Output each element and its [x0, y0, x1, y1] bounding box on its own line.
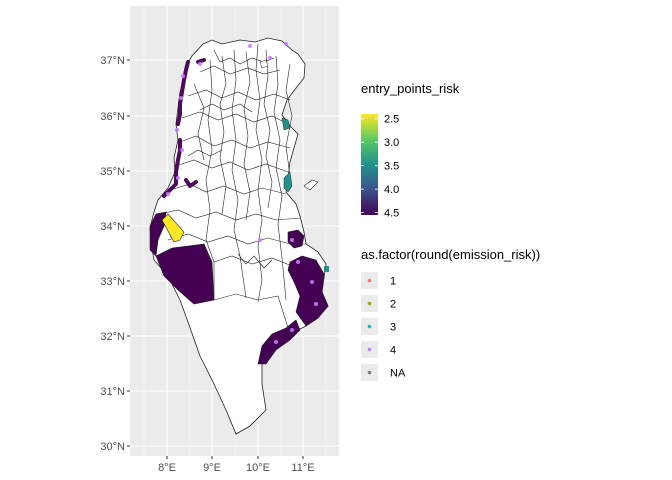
y-tick-label: 31°N	[100, 386, 125, 398]
legend-point-label: NA	[390, 368, 406, 380]
x-tick-label: 9°E	[203, 462, 221, 474]
y-tick-label: 37°N	[100, 55, 125, 67]
legend-point-label: 4	[390, 345, 396, 357]
y-tick-label: 30°N	[100, 441, 125, 453]
colorbar	[361, 114, 378, 215]
risk-zone-low	[161, 213, 185, 243]
colorbar-label: 3.0	[384, 137, 399, 149]
legend-point	[367, 278, 372, 283]
colorbar-label: 2.5	[384, 114, 399, 126]
colorbar-label: 4.0	[384, 184, 399, 196]
legend-point	[367, 301, 372, 306]
legend-points: as.factor(round(emission_risk)) 1 2 3 4 NA	[361, 247, 540, 381]
y-tick-label: 34°N	[100, 221, 125, 233]
y-axis: 37°N 36°N 35°N 34°N 33°N 32°N 31°N 30°N	[100, 55, 130, 453]
x-axis: 8°E 9°E 10°E 11°E	[158, 456, 315, 474]
y-tick-label: 35°N	[100, 166, 125, 178]
risk-zone-mid	[283, 171, 293, 193]
colorbar-label: 4.5	[384, 208, 399, 220]
x-tick-label: 8°E	[158, 462, 176, 474]
legend-point	[367, 370, 372, 375]
risk-zone-mid2	[281, 117, 291, 131]
x-tick-label: 10°E	[246, 462, 270, 474]
legend-point-label: 2	[390, 299, 396, 311]
legend-point	[367, 347, 372, 352]
colorbar-label: 3.5	[384, 161, 399, 173]
small-island	[259, 59, 269, 69]
y-tick-label: 33°N	[100, 276, 125, 288]
legend-points-title: as.factor(round(emission_risk))	[361, 247, 540, 262]
legend-point	[367, 324, 372, 329]
risk-zone-mid3	[324, 266, 329, 272]
legend-fill: entry_points_risk 2.5 3.0 3.5 4.0 4.5	[361, 81, 460, 220]
colorbar-ticks: 2.5 3.0 3.5 4.0 4.5	[361, 114, 399, 220]
point-legend-items: 1 2 3 4 NA	[361, 272, 406, 381]
legend-point-label: 3	[390, 322, 396, 334]
admin-boundaries	[159, 43, 321, 335]
legend-point-label: 1	[390, 276, 396, 288]
y-tick-label: 36°N	[100, 111, 125, 123]
legend-fill-title: entry_points_risk	[361, 81, 460, 96]
risk-zones-high	[149, 211, 329, 365]
x-tick-label: 11°E	[291, 462, 314, 474]
y-tick-label: 32°N	[100, 331, 125, 343]
kerkennah-island	[303, 179, 319, 191]
